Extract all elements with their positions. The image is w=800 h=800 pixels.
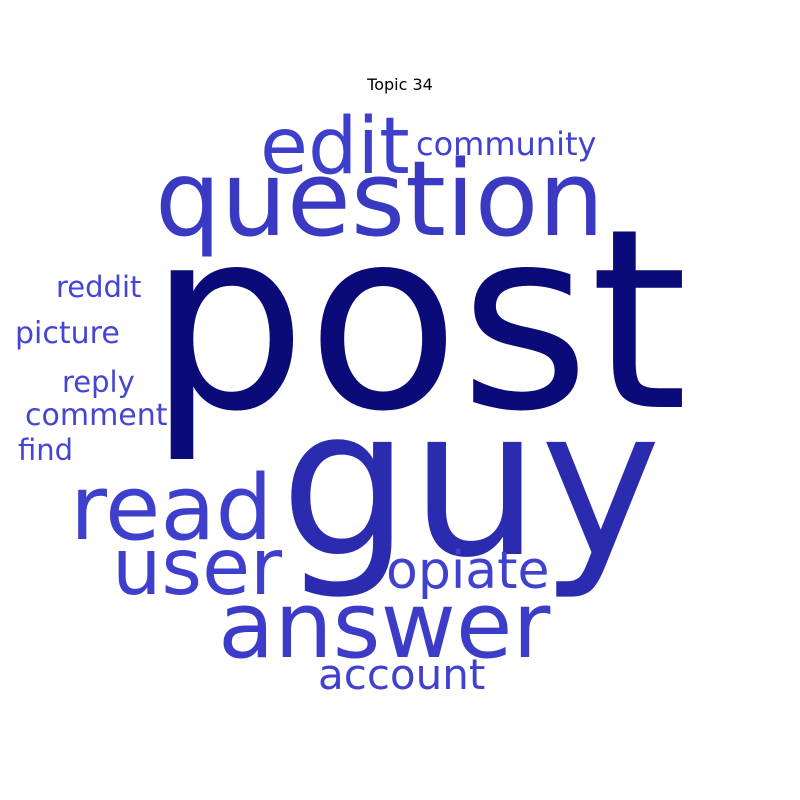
- word-picture: picture: [15, 316, 120, 351]
- word-answer: answer: [218, 572, 551, 679]
- word-account: account: [318, 650, 486, 699]
- word-opiate: opiate: [386, 541, 550, 601]
- word-guy: guy: [280, 365, 662, 603]
- word-reply: reply: [62, 365, 135, 399]
- word-reddit: reddit: [56, 270, 142, 304]
- word-cloud-title: Topic 34: [367, 75, 433, 94]
- word-edit: edit: [260, 102, 410, 192]
- word-community: community: [416, 125, 597, 163]
- word-question: question: [155, 138, 605, 260]
- word-read: read: [70, 456, 273, 561]
- word-find: find: [18, 433, 74, 467]
- word-user: user: [112, 523, 283, 613]
- word-comment: comment: [25, 398, 168, 433]
- word-post: post: [148, 175, 688, 466]
